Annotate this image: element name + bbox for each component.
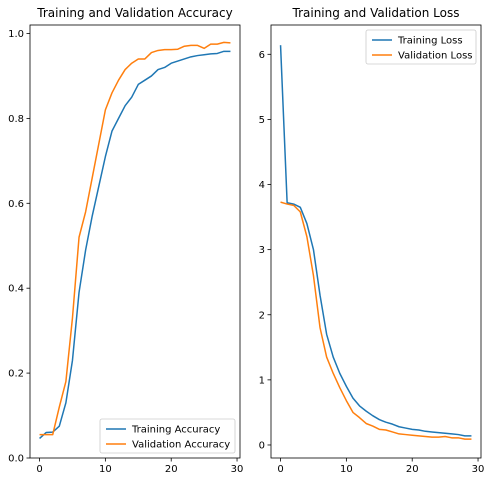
accuracy-y-tick-label: 0.6 (8, 199, 24, 210)
accuracy-series-training-accuracy (39, 50, 231, 440)
accuracy-y-tick-label: 1.0 (8, 29, 24, 40)
loss-series-training-loss (279, 45, 472, 437)
loss-y-tick-label: 5 (259, 115, 265, 126)
loss-chart: Training and Validation Loss 0 10 20 30 0 1 2 3 4… (259, 6, 485, 475)
loss-x-tick-label: 0 (277, 464, 283, 475)
accuracy-x-tick-label: 20 (165, 464, 178, 475)
loss-series-validation-loss (280, 201, 472, 440)
accuracy-chart-title: Training and Validation Accuracy (36, 6, 232, 20)
accuracy-y-tick-label: 0.2 (8, 369, 24, 380)
accuracy-legend-label: Training Accuracy (131, 425, 220, 436)
loss-x-tick-label: 10 (340, 464, 353, 475)
accuracy-x-tick-label: 30 (231, 464, 244, 475)
accuracy-y-tick-label: 0.8 (8, 114, 24, 125)
accuracy-y-tick-label: 0.0 (8, 454, 24, 465)
loss-chart-title: Training and Validation Loss (292, 6, 460, 20)
loss-y-tick-label: 6 (259, 50, 265, 61)
accuracy-chart: Training and Validation Accuracy 0 10 20 30 0… (8, 6, 243, 475)
accuracy-legend-box (99, 418, 236, 454)
loss-y-tick-label: 1 (259, 375, 265, 386)
accuracy-y-tick-label: 0.4 (8, 284, 24, 295)
loss-legend-label: Validation Loss (398, 51, 473, 62)
accuracy-series-validation-accuracy (39, 41, 231, 436)
accuracy-plot-frame (29, 24, 241, 459)
accuracy-x-tick-label: 10 (99, 464, 112, 475)
accuracy-legend: Training Accuracy Validation Accuracy (99, 418, 236, 454)
loss-legend: Training Loss Validation Loss (365, 29, 477, 65)
loss-y-tick-label: 4 (259, 180, 265, 191)
loss-x-tick-label: 30 (472, 464, 485, 475)
loss-x-tick-label: 20 (406, 464, 419, 475)
accuracy-x-tick-label: 0 (36, 464, 42, 475)
loss-y-tick-label: 3 (259, 245, 265, 256)
loss-y-tick-label: 2 (259, 310, 265, 321)
loss-plot-frame (270, 24, 482, 459)
loss-y-tick-label: 0 (259, 440, 265, 451)
accuracy-legend-label: Validation Accuracy (132, 440, 230, 451)
loss-legend-label: Training Loss (397, 36, 463, 47)
loss-legend-box (365, 29, 477, 65)
